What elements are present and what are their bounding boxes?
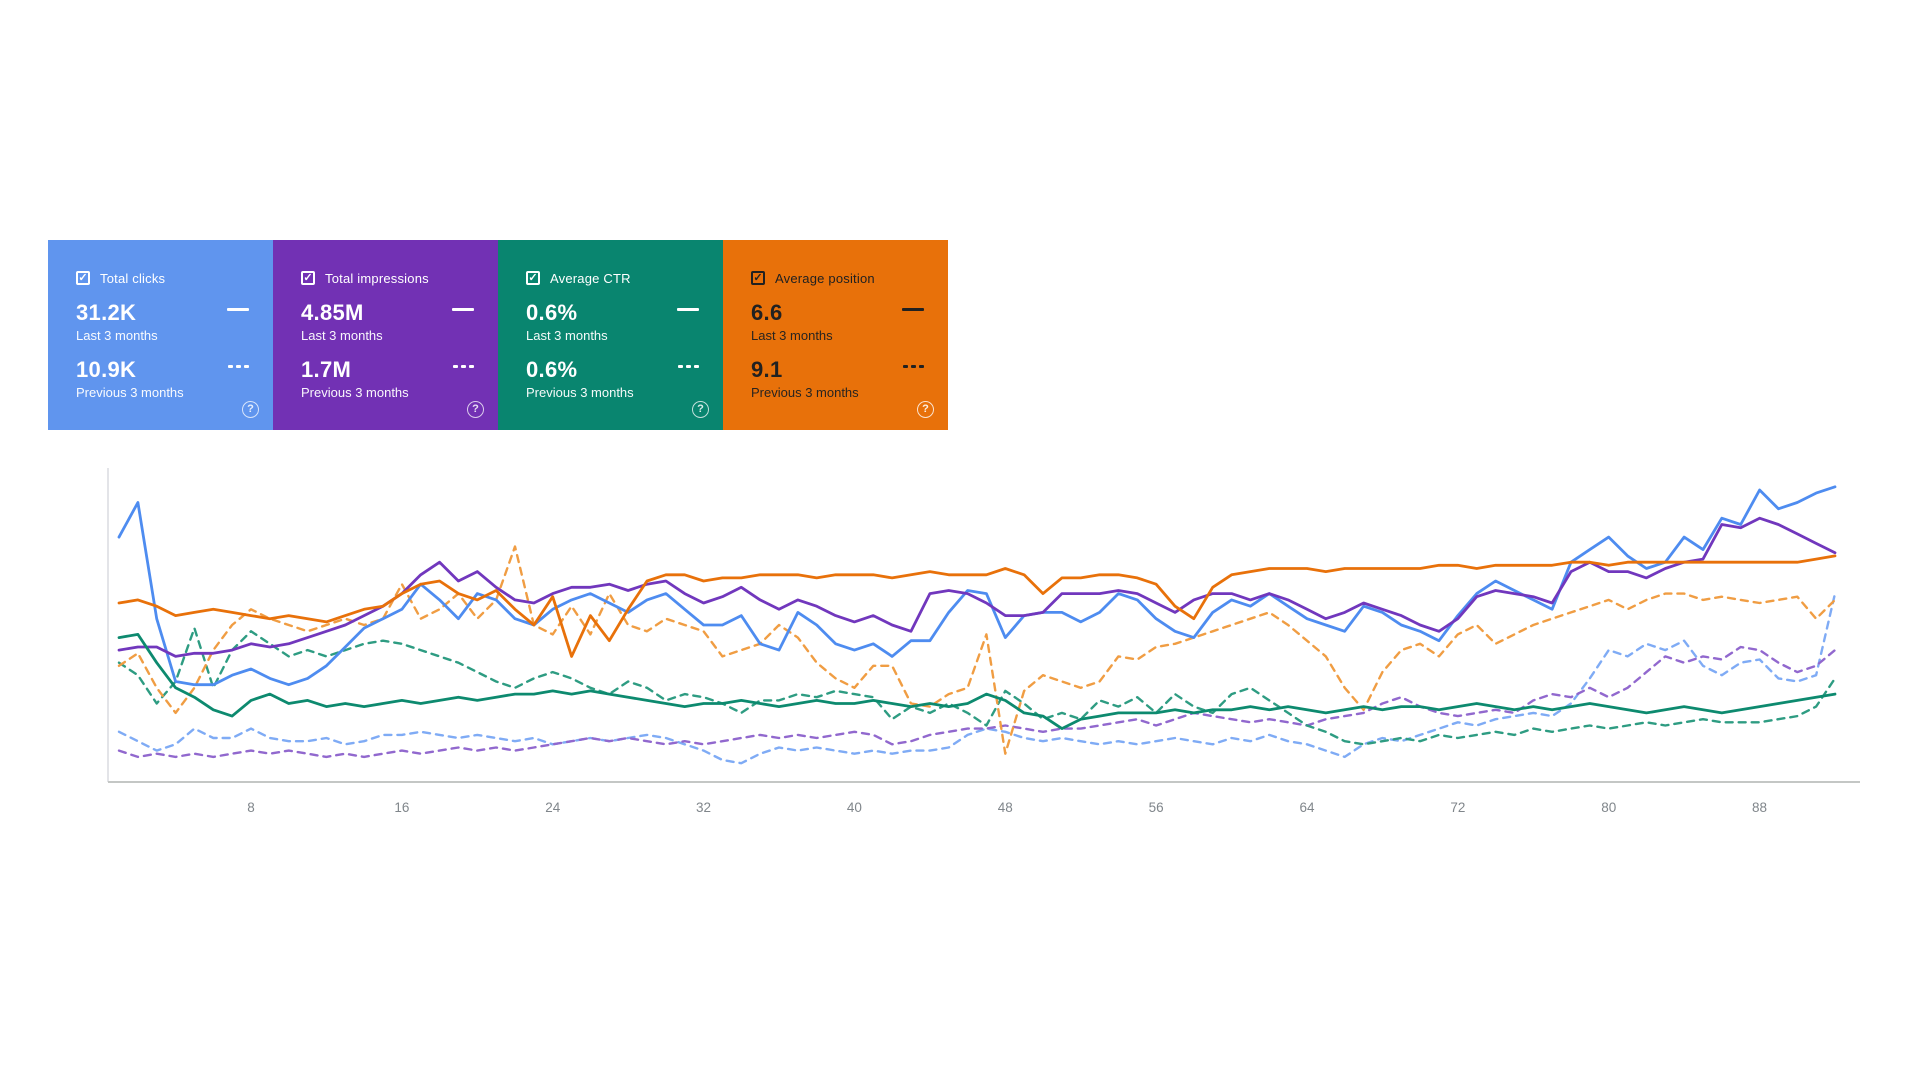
dotted-line-legend-icon: [453, 365, 474, 368]
dotted-line-legend-icon: [678, 365, 699, 368]
svg-text:64: 64: [1299, 800, 1315, 815]
svg-text:40: 40: [847, 800, 862, 815]
card-title: Average CTR: [550, 270, 631, 286]
metric-value: 0.6%: [526, 357, 578, 382]
metric-last-period: 0.6% Last 3 months: [526, 300, 699, 343]
metric-previous-period: 1.7M Previous 3 months: [301, 357, 474, 400]
svg-text:56: 56: [1149, 800, 1164, 815]
svg-text:32: 32: [696, 800, 711, 815]
metric-value: 1.7M: [301, 357, 352, 382]
metric-value: 4.85M: [301, 300, 364, 325]
metric-caption: Previous 3 months: [751, 385, 859, 400]
help-icon[interactable]: ?: [242, 401, 259, 418]
metric-caption: Last 3 months: [76, 328, 158, 343]
svg-text:16: 16: [394, 800, 409, 815]
solid-line-legend-icon: [227, 308, 249, 311]
dotted-line-legend-icon: [228, 365, 249, 368]
metric-value: 6.6: [751, 300, 783, 325]
metric-value: 10.9K: [76, 357, 137, 382]
dotted-line-legend-icon: [903, 365, 924, 368]
svg-text:8: 8: [247, 800, 255, 815]
checkbox-checked-icon[interactable]: ✓: [526, 271, 540, 285]
metric-value: 9.1: [751, 357, 783, 382]
metric-card-total-clicks[interactable]: ✓ Total clicks 31.2K Last 3 months 10.9K…: [48, 240, 273, 430]
metric-previous-period: 10.9K Previous 3 months: [76, 357, 249, 400]
metric-card-average-ctr[interactable]: ✓ Average CTR 0.6% Last 3 months 0.6% Pr…: [498, 240, 723, 430]
metric-last-period: 6.6 Last 3 months: [751, 300, 924, 343]
help-icon[interactable]: ?: [467, 401, 484, 418]
metric-card-total-impressions[interactable]: ✓ Total impressions 4.85M Last 3 months …: [273, 240, 498, 430]
metric-caption: Previous 3 months: [76, 385, 184, 400]
svg-text:72: 72: [1450, 800, 1465, 815]
card-title: Total impressions: [325, 270, 429, 286]
checkbox-checked-icon[interactable]: ✓: [301, 271, 315, 285]
svg-text:48: 48: [998, 800, 1013, 815]
metric-caption: Last 3 months: [751, 328, 833, 343]
help-icon[interactable]: ?: [692, 401, 709, 418]
metric-caption: Last 3 months: [301, 328, 383, 343]
card-title: Total clicks: [100, 270, 166, 286]
svg-text:24: 24: [545, 800, 561, 815]
solid-line-legend-icon: [452, 308, 474, 311]
checkbox-checked-icon[interactable]: ✓: [751, 271, 765, 285]
svg-text:88: 88: [1752, 800, 1767, 815]
metric-previous-period: 9.1 Previous 3 months: [751, 357, 924, 400]
metric-value: 31.2K: [76, 300, 137, 325]
metric-last-period: 4.85M Last 3 months: [301, 300, 474, 343]
svg-text:80: 80: [1601, 800, 1616, 815]
metric-caption: Last 3 months: [526, 328, 608, 343]
metric-value: 0.6%: [526, 300, 578, 325]
metric-caption: Previous 3 months: [526, 385, 634, 400]
card-title: Average position: [775, 270, 875, 286]
help-icon[interactable]: ?: [917, 401, 934, 418]
metric-card-average-position[interactable]: ✓ Average position 6.6 Last 3 months 9.1…: [723, 240, 948, 430]
checkbox-checked-icon[interactable]: ✓: [76, 271, 90, 285]
solid-line-legend-icon: [677, 308, 699, 311]
metric-caption: Previous 3 months: [301, 385, 409, 400]
solid-line-legend-icon: [902, 308, 924, 311]
metric-last-period: 31.2K Last 3 months: [76, 300, 249, 343]
metric-previous-period: 0.6% Previous 3 months: [526, 357, 699, 400]
metric-cards: ✓ Total clicks 31.2K Last 3 months 10.9K…: [48, 240, 948, 430]
